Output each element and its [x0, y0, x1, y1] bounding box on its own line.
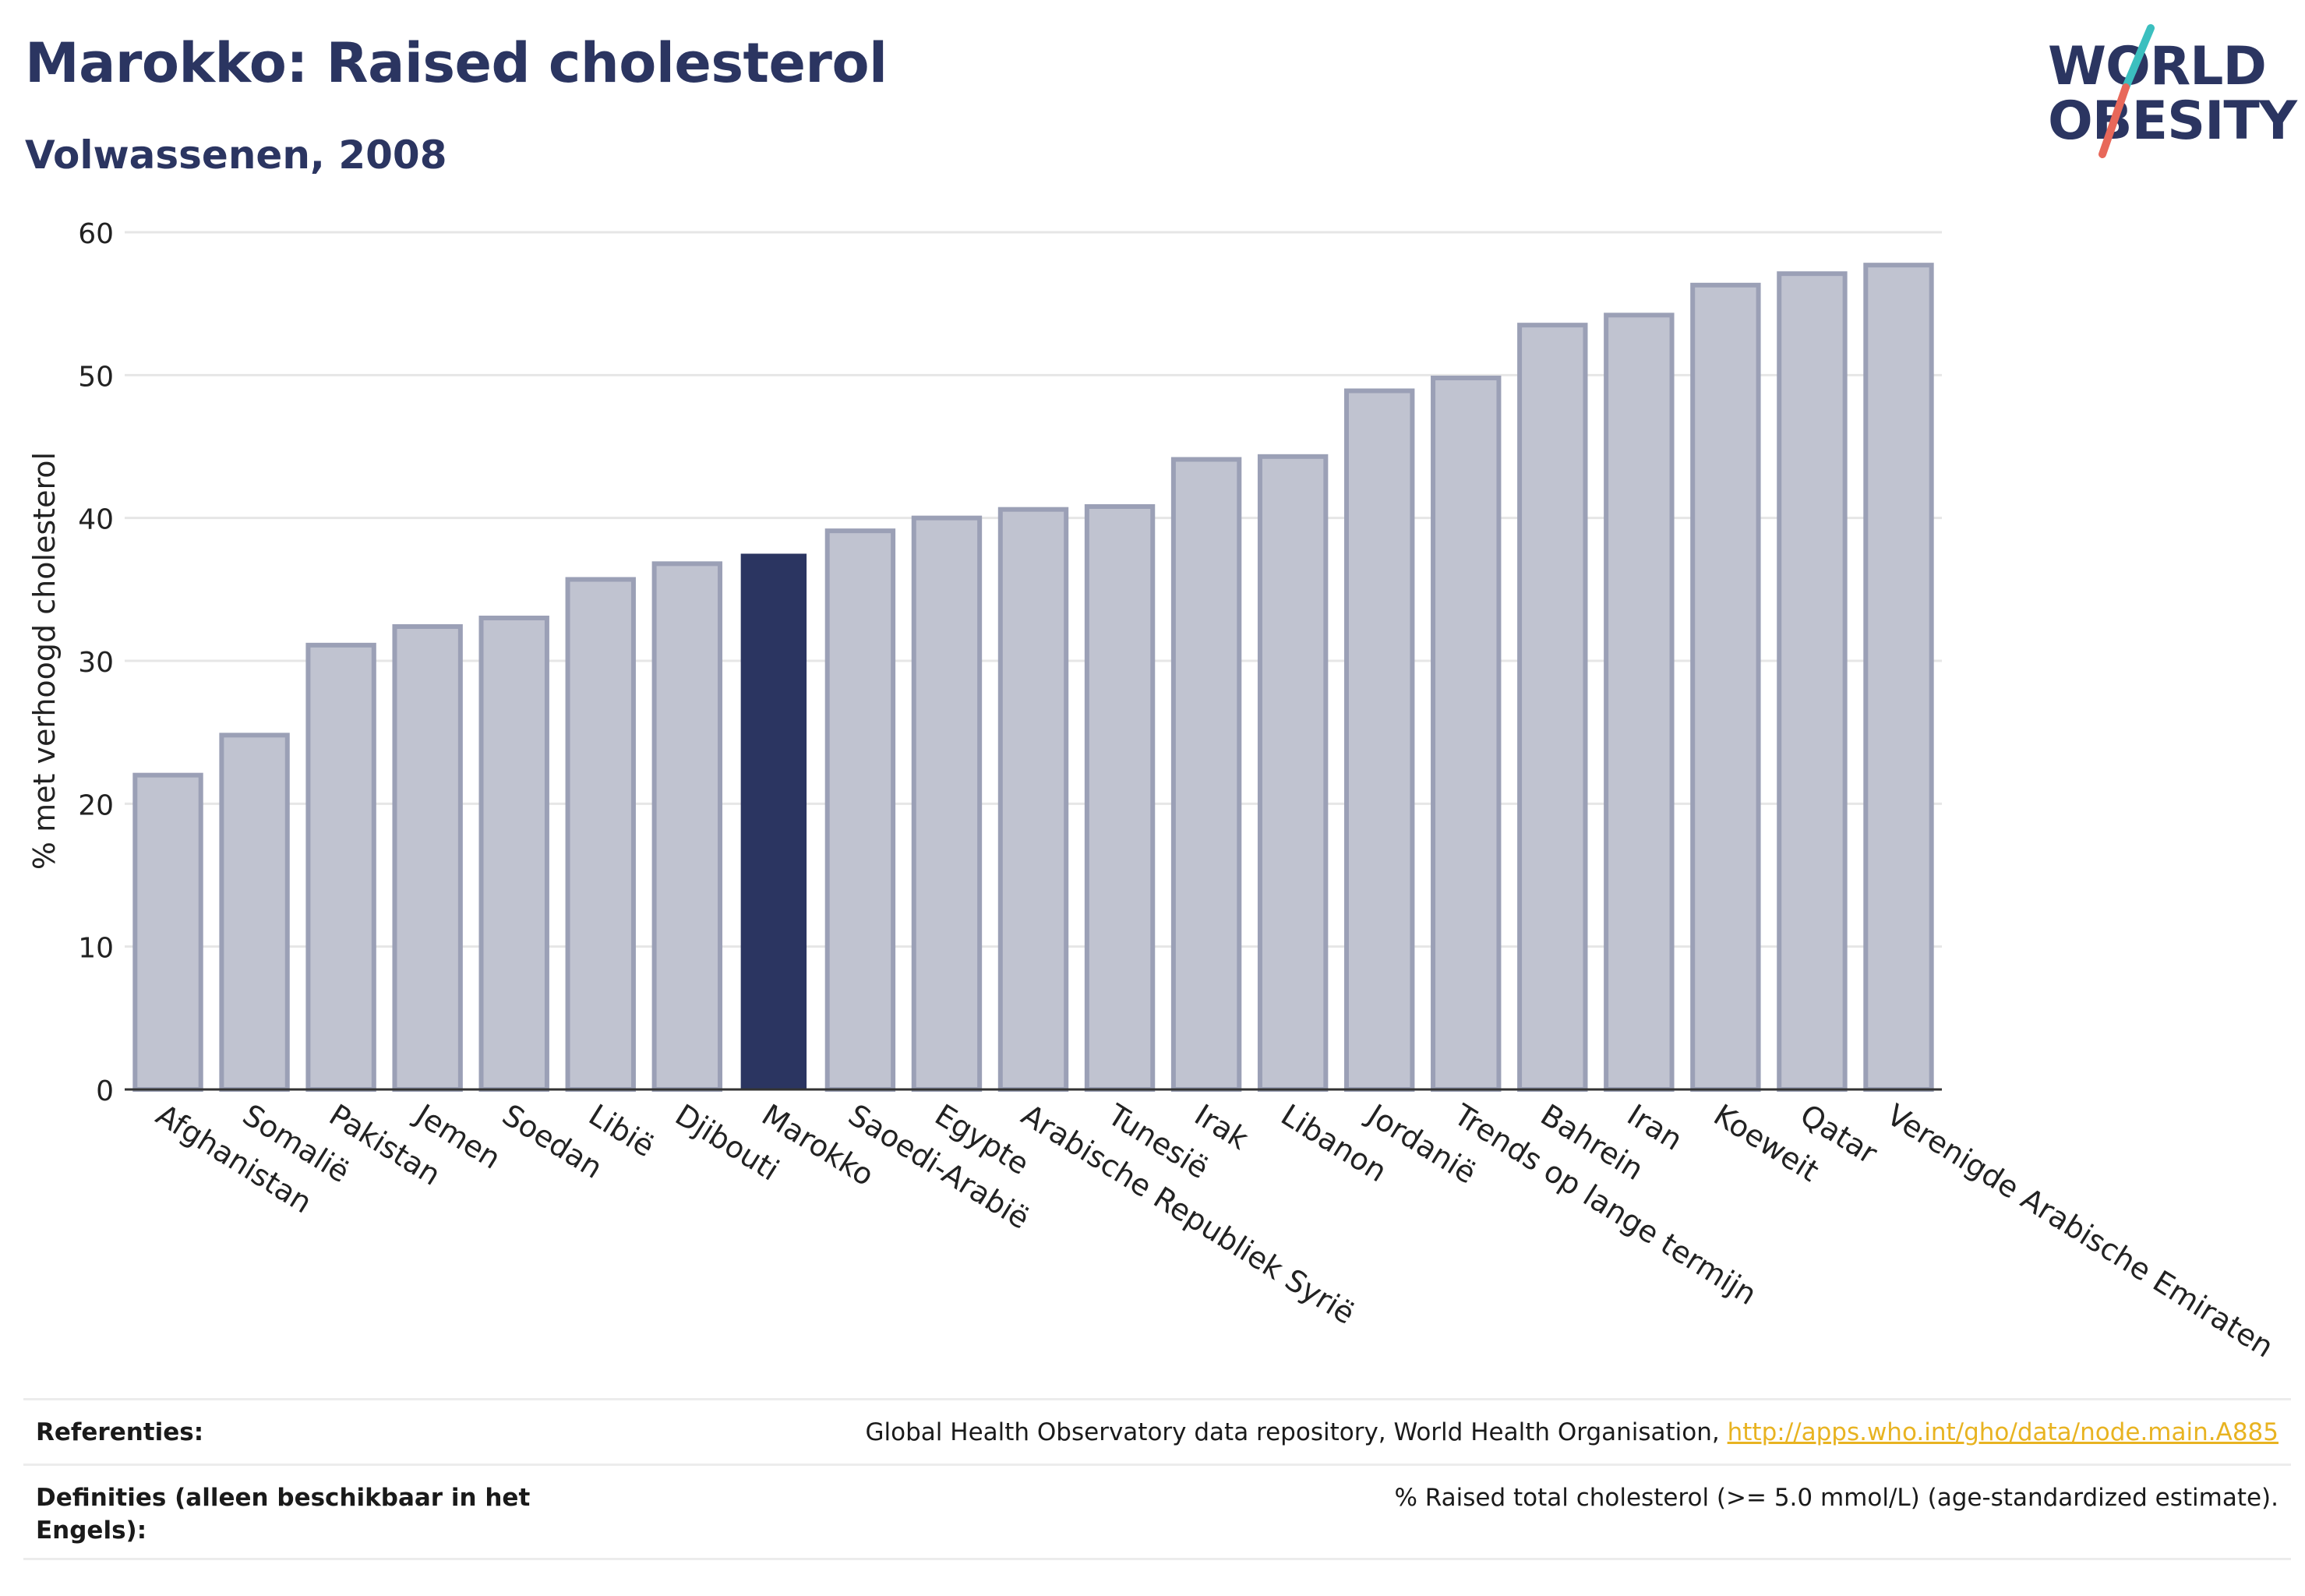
footer-table: Referenties: Global Health Observatory d… — [23, 1398, 2291, 1560]
bar-14 — [1343, 388, 1415, 1092]
bar-7 — [740, 553, 807, 1089]
page-subtitle: Volwassenen, 2008 — [25, 132, 447, 178]
references-value: Global Health Observatory data repositor… — [866, 1416, 2279, 1449]
bar-5 — [565, 577, 636, 1092]
definitions-value: % Raised total cholesterol (>= 5.0 mmol/… — [1394, 1484, 2279, 1512]
y-tick-label-3: 30 — [78, 647, 114, 679]
bar-6 — [651, 561, 723, 1093]
y-tick-label-6: 60 — [78, 218, 114, 250]
bar-12 — [1170, 457, 1242, 1092]
bar-16 — [1517, 323, 1588, 1092]
references-label: Referenties: — [36, 1418, 204, 1446]
logo-line-1: WORLD — [2048, 36, 2267, 97]
bar-10 — [997, 507, 1069, 1092]
bar-8 — [824, 528, 896, 1092]
bar-13 — [1257, 454, 1329, 1093]
bar-18 — [1690, 282, 1761, 1092]
logo-line-2: OBESITY — [2048, 90, 2297, 152]
bar-1 — [219, 733, 290, 1092]
y-tick-label-1: 10 — [78, 933, 114, 965]
bar-17 — [1604, 312, 1675, 1093]
x-tick-label-20: Verenigde Arabische Emiraten — [1881, 1097, 2279, 1364]
bar-4 — [478, 616, 549, 1092]
references-row: Referenties: Global Health Observatory d… — [23, 1398, 2291, 1464]
y-tick-label-2: 20 — [78, 789, 114, 821]
bar-11 — [1084, 504, 1156, 1092]
references-link[interactable]: http://apps.who.int/gho/data/node.main.A… — [1727, 1418, 2279, 1446]
world-obesity-logo: WORLD OBESITY — [2034, 23, 2299, 164]
y-tick-label-5: 50 — [78, 361, 114, 393]
y-tick-label-0: 0 — [96, 1075, 114, 1107]
y-axis-label: % met verhoogd cholesterol — [27, 452, 62, 870]
logo-slash-icon — [2099, 24, 2155, 158]
x-tick-label-4: Soedan — [496, 1097, 609, 1185]
bar-3 — [392, 624, 463, 1092]
y-tick-label-4: 40 — [78, 504, 114, 536]
bar-9 — [911, 515, 983, 1092]
bar-0 — [132, 772, 203, 1093]
definitions-row: Definities (alleen beschikbaar in het En… — [23, 1464, 2291, 1560]
definitions-label: Definities (alleen beschikbaar in het En… — [36, 1484, 531, 1545]
references-text: Global Health Observatory data repositor… — [865, 1418, 1728, 1446]
page-title: Marokko: Raised cholesterol — [25, 31, 888, 95]
bar-19 — [1777, 271, 1848, 1093]
bar-15 — [1431, 376, 1502, 1092]
bar-2 — [305, 642, 376, 1092]
bar-20 — [1863, 263, 1934, 1093]
